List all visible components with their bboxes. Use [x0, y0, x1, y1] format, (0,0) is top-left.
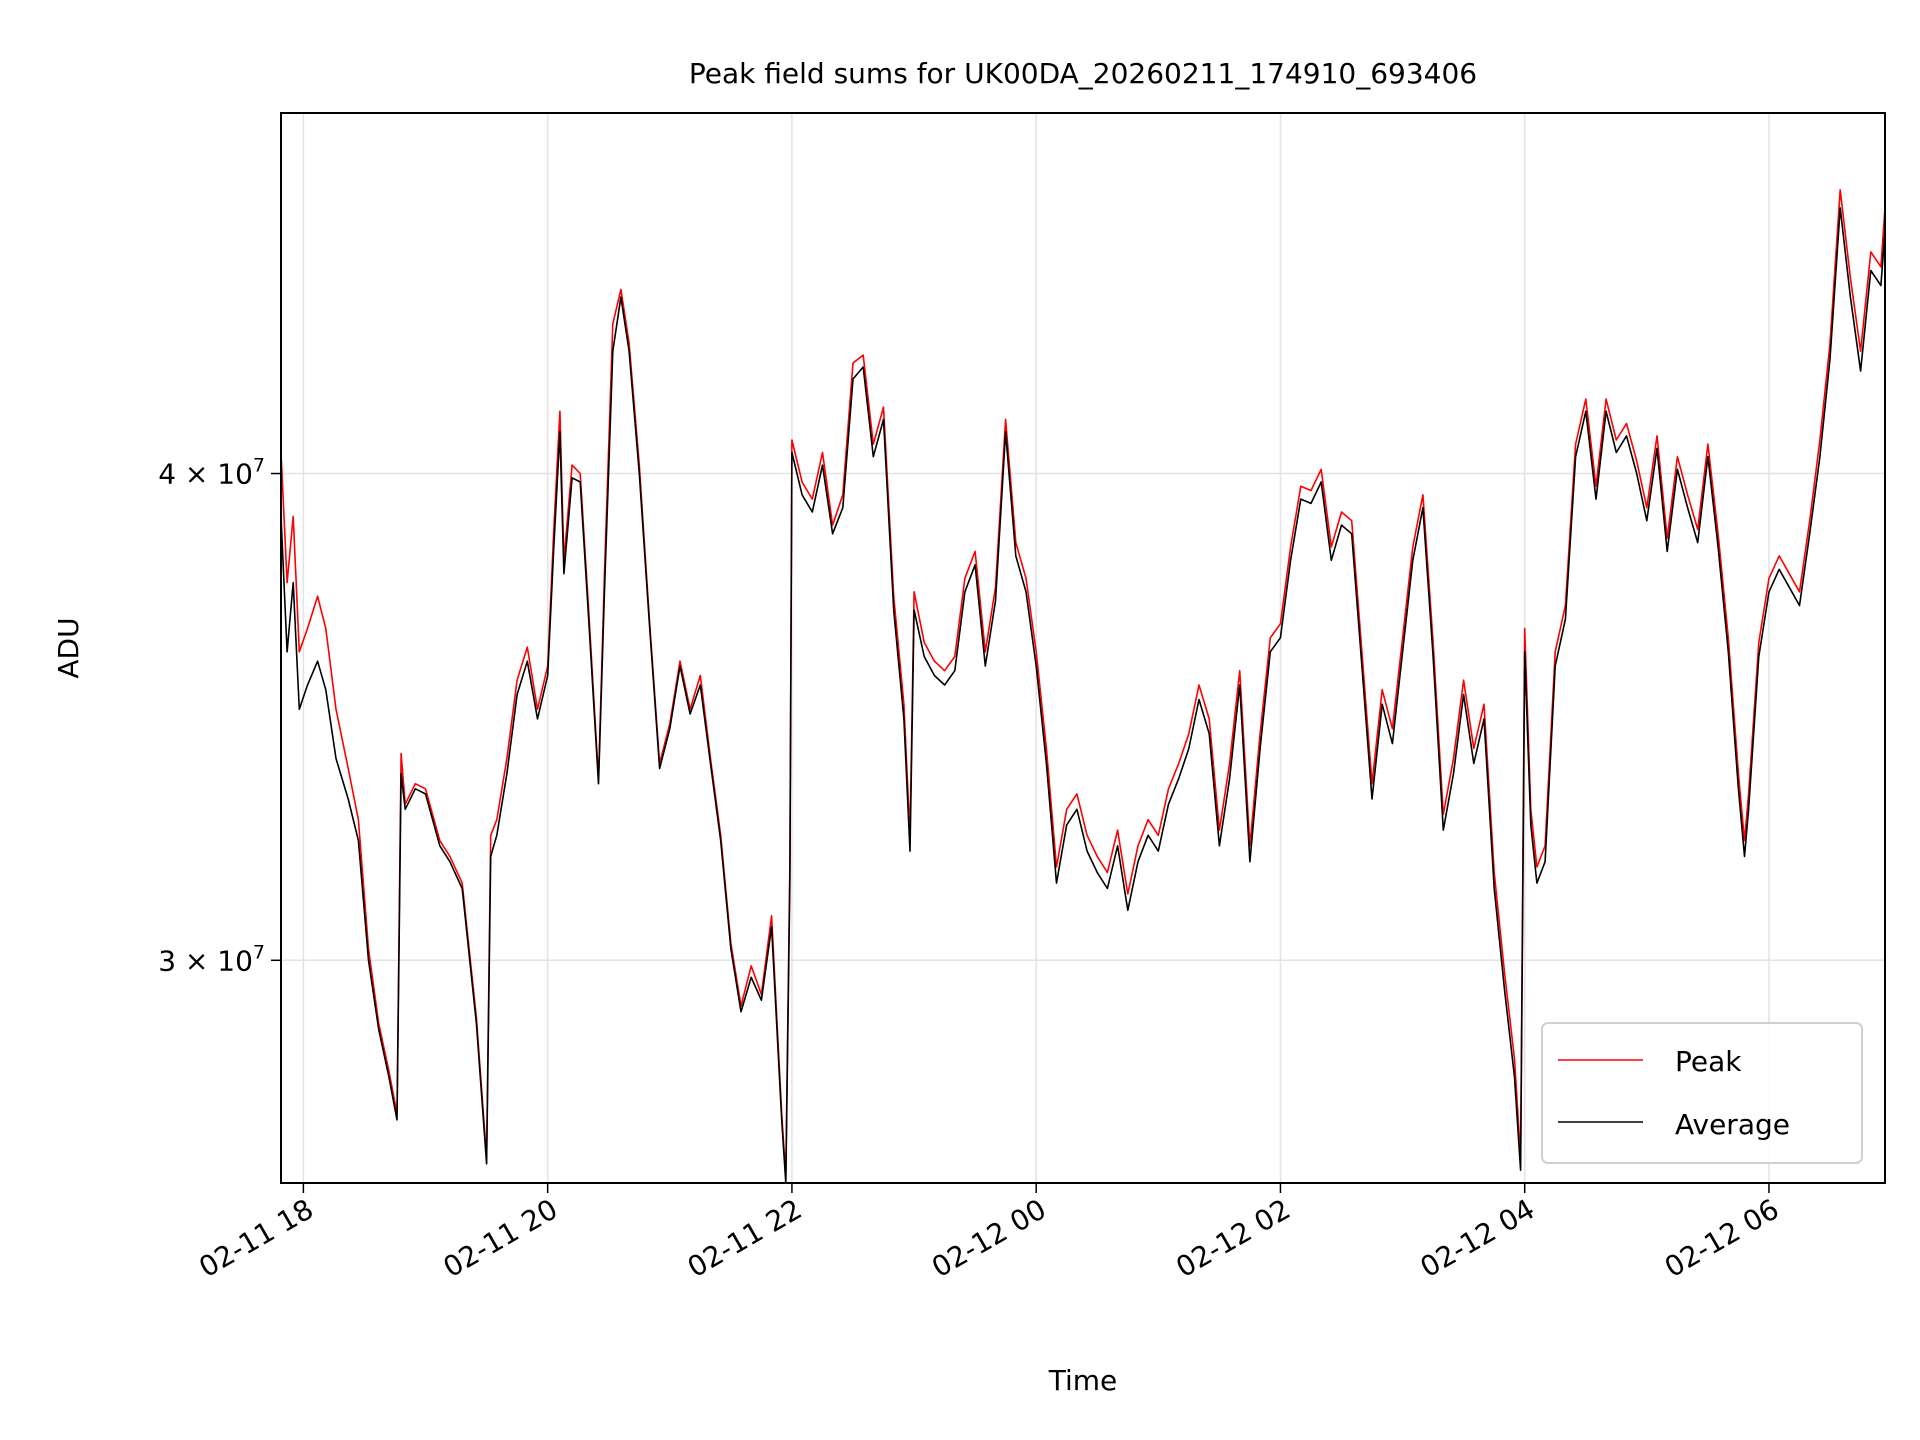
- y-axis-label: ADU: [52, 617, 85, 678]
- series-line-average: [280, 207, 1886, 1184]
- chart-title: Peak field sums for UK00DA_20260211_1749…: [689, 57, 1477, 90]
- legend: Peak Average: [1541, 1022, 1863, 1164]
- series-lines: [280, 189, 1886, 1184]
- y-axis: 3 × 107 4 × 107: [158, 455, 281, 977]
- legend-label-average: Average: [1675, 1108, 1790, 1141]
- y-tick-label: 4 × 107: [158, 455, 265, 491]
- y-tick-label: 3 × 107: [158, 941, 265, 977]
- legend-box: [1541, 1022, 1863, 1164]
- x-axis-label: Time: [1048, 1364, 1118, 1397]
- plot-area-frame: [280, 112, 1886, 1184]
- legend-label-peak: Peak: [1675, 1045, 1742, 1078]
- series-line-peak: [280, 189, 1886, 1178]
